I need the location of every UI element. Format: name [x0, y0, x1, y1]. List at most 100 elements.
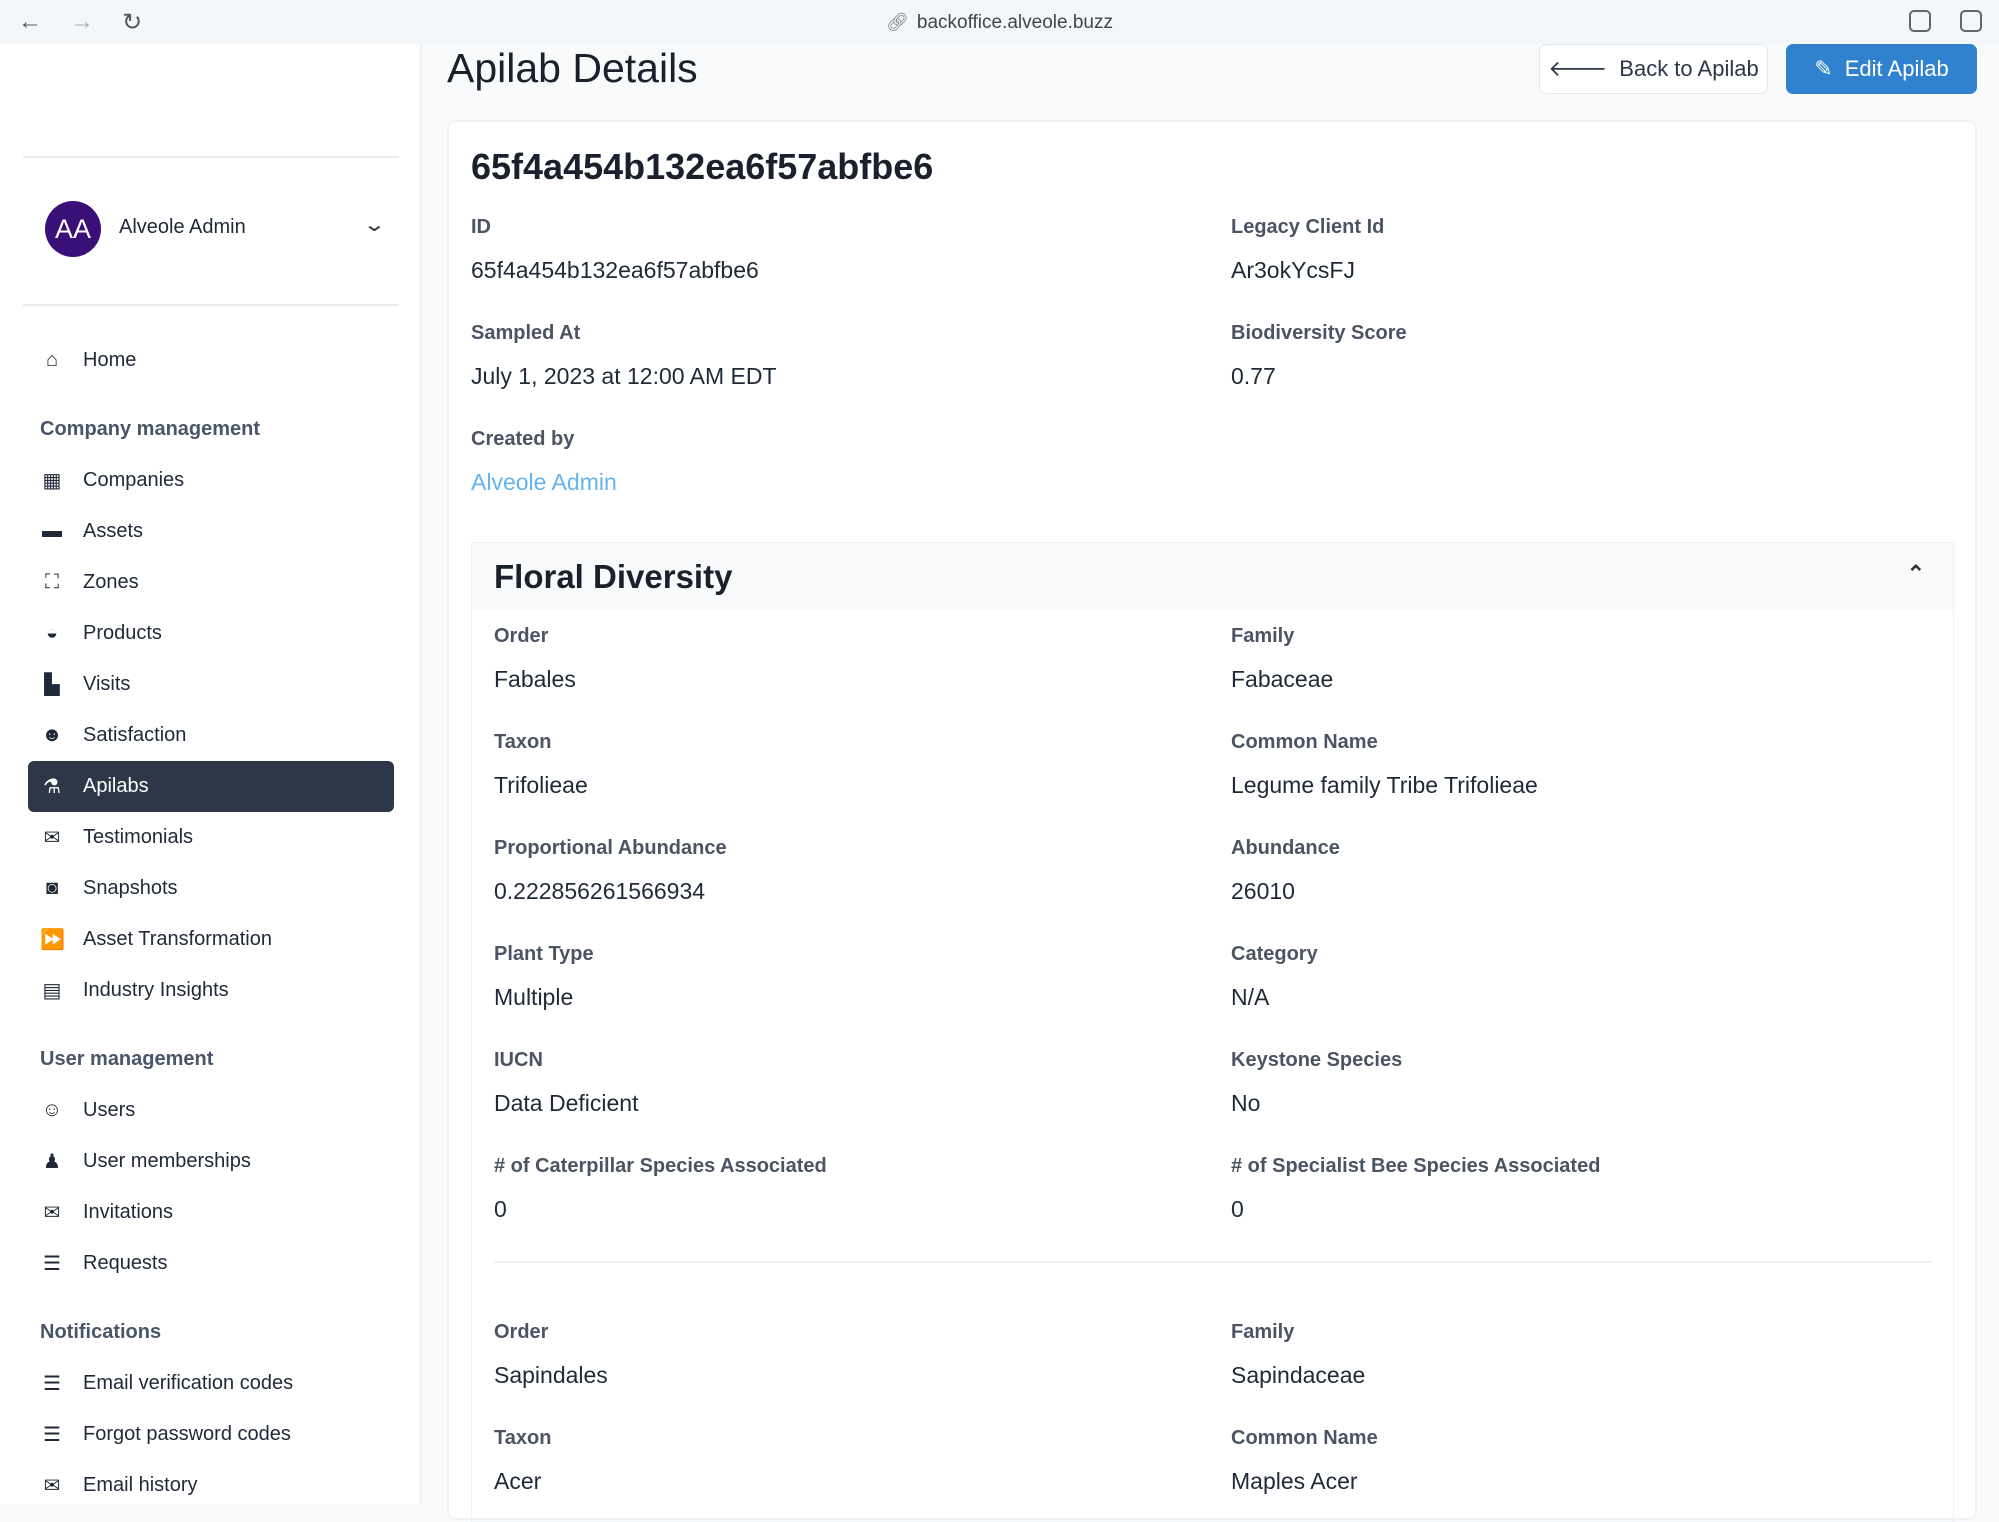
detail-field: Category N/A — [1231, 943, 1318, 1011]
sidebar-item-label: Asset Transformation — [83, 928, 272, 950]
field-value: 26010 — [1231, 878, 1295, 904]
sidebar-item-label: Industry Insights — [83, 979, 229, 1001]
section-title: Floral Diversity — [494, 557, 733, 595]
entry-divider — [494, 1261, 1932, 1263]
sidebar-item-companies[interactable]: ▦ Companies — [28, 455, 394, 506]
divider — [23, 156, 399, 158]
field-value: Maples Acer — [1231, 1468, 1358, 1494]
field-value: Fabales — [494, 666, 576, 692]
sidebar-item-email-verification-codes[interactable]: ☰ Email verification codes — [28, 1358, 394, 1409]
field-value: July 1, 2023 at 12:00 AM EDT — [471, 363, 777, 389]
sidebar-heading: User management — [40, 1048, 214, 1070]
sidebar-item-assets[interactable]: ▬ Assets — [28, 506, 394, 557]
field-value: 0.77 — [1231, 363, 1276, 389]
sidebar-menu: ⌂ Home Company management ▦ Companies ▬ Assets… — [0, 335, 422, 1511]
field-value: No — [1231, 1090, 1261, 1116]
field-label: Taxon — [494, 731, 552, 753]
detail-field: ID 65f4a454b132ea6f57abfbe6 — [471, 216, 759, 284]
field-value: Data Deficient — [494, 1090, 639, 1116]
sidebar-item-invitations[interactable]: ✉ Invitations — [28, 1187, 394, 1238]
sidebar-item-industry-insights[interactable]: ▤ Industry Insights — [28, 965, 394, 1016]
sidebar-heading: Company management — [40, 418, 261, 440]
detail-field: Common Name Legume family Tribe Trifoliea… — [1231, 731, 1538, 799]
field-label: IUCN — [494, 1049, 543, 1071]
reload-icon[interactable]: ↻ — [122, 9, 143, 36]
field-value: Fabaceae — [1231, 666, 1334, 692]
forward-nav-icon[interactable]: → — [70, 8, 94, 35]
user-name[interactable]: Alveole Admin — [119, 216, 246, 238]
chevron-down-icon[interactable]: ⌄ — [362, 214, 387, 236]
field-label: Category — [1231, 943, 1318, 965]
field-value: N/A — [1231, 984, 1270, 1010]
forward-icon: ⏩ — [40, 929, 65, 951]
sidebar-item-snapshots[interactable]: ◙ Snapshots — [28, 863, 394, 914]
field-label: Keystone Species — [1231, 1049, 1403, 1071]
detail-field: IUCN Data Deficient — [494, 1049, 638, 1117]
sidebar-item-label: Visits — [83, 673, 131, 695]
detail-field: Proportional Abundance 0.222856261566934 — [494, 837, 727, 905]
detail-field: Legacy Client Id Ar3okYcsFJ — [1231, 216, 1384, 284]
back-to-apilab-button[interactable]: 🡐 Back to Apilab — [1539, 44, 1768, 94]
sidebar-item-label: Apilabs — [83, 775, 149, 797]
detail-field: Plant Type Multiple — [494, 943, 594, 1011]
field-value: Sapindales — [494, 1362, 608, 1388]
field-label: Plant Type — [494, 943, 594, 965]
sidebar-item-forgot-password-codes[interactable]: ☰ Forgot password codes — [28, 1409, 394, 1460]
sidebar-item-label: Requests — [83, 1252, 168, 1274]
avatar[interactable]: AA — [45, 201, 101, 257]
detail-field: Biodiversity Score 0.77 — [1231, 322, 1407, 390]
address-bar[interactable]: 🔗︎ backoffice.alveole.buzz — [0, 12, 1999, 34]
sidebar-item-testimonials[interactable]: ✉ Testimonials — [28, 812, 394, 863]
sidebar-item-label: User memberships — [83, 1150, 251, 1172]
detail-field: # of Specialist Bee Species Associated 0 — [1231, 1155, 1600, 1223]
sidebar-item-home[interactable]: ⌂ Home — [28, 335, 394, 386]
field-label: Taxon — [494, 1427, 552, 1449]
sidebar-item-users[interactable]: ☺ Users — [28, 1085, 394, 1136]
field-label: # of Caterpillar Species Associated — [494, 1155, 827, 1177]
sidebar-item-asset-transformation[interactable]: ⏩ Asset Transformation — [28, 914, 394, 965]
sidebar-item-visits[interactable]: ▙ Visits — [28, 659, 394, 710]
floral-diversity-header[interactable]: Floral Diversity ⌃ — [472, 543, 1953, 610]
edit-label: Edit Apilab — [1844, 56, 1949, 81]
detail-field: Created by Alveole Admin — [471, 428, 617, 496]
field-value: 0.222856261566934 — [494, 878, 706, 904]
sidebar-item-email-history[interactable]: ✉ Email history — [28, 1460, 394, 1511]
chevron-up-icon[interactable]: ⌃ — [1906, 561, 1925, 586]
sidebar-toggle-icon[interactable] — [1960, 10, 1982, 32]
detail-field: Order Sapindales — [494, 1321, 608, 1389]
sidebar-item-label: Forgot password codes — [83, 1423, 291, 1445]
sidebar-item-products[interactable]: ◒ Products — [28, 608, 394, 659]
url-text: backoffice.alveole.buzz — [916, 12, 1113, 33]
floral-diversity-section: Floral Diversity ⌃ Order Fabales Family Faba… — [471, 542, 1954, 1522]
box-open-icon: ◒ — [45, 622, 59, 644]
detail-field: Sampled At July 1, 2023 at 12:00 AM EDT — [471, 322, 777, 390]
sidebar-item-label: Companies — [83, 469, 185, 491]
sidebar-item-zones[interactable]: ⛶ Zones — [28, 557, 394, 608]
sidebar-item-user-memberships[interactable]: ♟ User memberships — [28, 1136, 394, 1187]
flask-icon: ⚗ — [43, 776, 61, 798]
extension-icon[interactable] — [1909, 10, 1931, 32]
money-bill-icon: ▬ — [42, 520, 62, 542]
page-title: Apilab Details — [447, 45, 698, 91]
user-lock-icon: ♟ — [43, 1151, 61, 1173]
sidebar-item-label: Products — [83, 622, 162, 644]
sidebar-item-requests[interactable]: ☰ Requests — [28, 1238, 394, 1289]
field-value: Multiple — [494, 984, 574, 1010]
sidebar-item-label: Zones — [83, 571, 139, 593]
detail-field: Order Fabales — [494, 625, 576, 693]
sidebar-item-apilabs[interactable]: ⚗ Apilabs — [28, 761, 394, 812]
users-icon: ☺ — [41, 1099, 63, 1121]
sidebar-item-label: Satisfaction — [83, 724, 187, 746]
back-nav-icon[interactable]: ← — [18, 8, 42, 35]
sidebar-item-satisfaction[interactable]: ☻ Satisfaction — [28, 710, 394, 761]
field-label: ID — [471, 216, 491, 238]
created-by-link[interactable]: Alveole Admin — [471, 469, 617, 495]
field-label: Legacy Client Id — [1231, 216, 1385, 238]
field-label: Family — [1231, 625, 1295, 647]
field-label: Common Name — [1231, 731, 1378, 753]
detail-field: Family Sapindaceae — [1231, 1321, 1365, 1389]
list-alt-icon: ☰ — [43, 1373, 61, 1395]
detail-field: Abundance 26010 — [1231, 837, 1340, 905]
sidebar-item-label: Testimonials — [83, 826, 194, 848]
edit-apilab-button[interactable]: ✎ Edit Apilab — [1786, 44, 1977, 94]
